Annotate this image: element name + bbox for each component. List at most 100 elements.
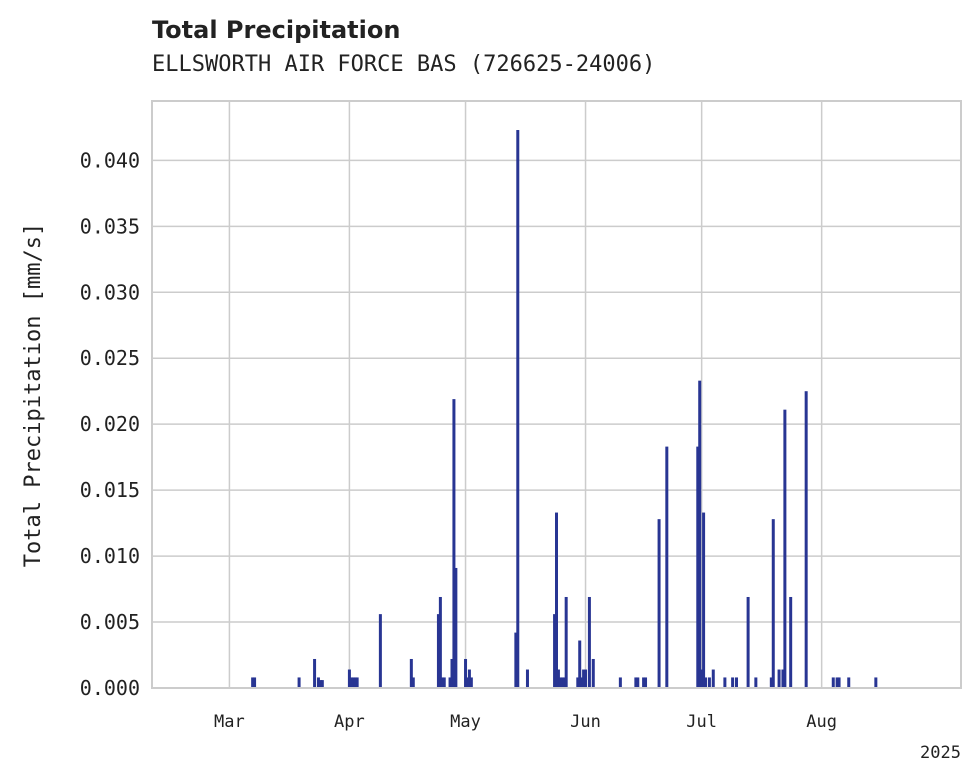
precipitation-bar (781, 669, 785, 688)
precipitation-bar (355, 677, 359, 688)
precipitation-bars (251, 130, 878, 689)
precipitation-bar (591, 658, 595, 688)
precipitation-bar (378, 614, 382, 688)
x-tick-label: May (450, 712, 481, 732)
precipitation-bar (564, 596, 568, 688)
precipitation-bar (804, 391, 808, 688)
x-axis-ticks: Mar Apr May Jun Jul Aug (214, 712, 837, 732)
precipitation-bar (754, 677, 758, 688)
precipitation-bar (442, 677, 446, 688)
precipitation-bar (618, 677, 622, 688)
precipitation-bar (452, 399, 456, 688)
precipitation-bar (702, 512, 706, 688)
precipitation-bar (731, 677, 735, 688)
precipitation-bar (349, 677, 353, 688)
precipitation-bar (636, 677, 640, 688)
precipitation-bar (467, 669, 471, 688)
x-offset-label: 2025 (920, 743, 961, 763)
grid-lines (152, 101, 961, 689)
precipitation-bar (582, 669, 586, 688)
precipitation-bar (316, 677, 320, 688)
precipitation-bar (704, 677, 708, 688)
y-tick-label: 0.035 (80, 214, 140, 238)
y-tick-label: 0.010 (80, 544, 140, 568)
precipitation-bar (514, 632, 518, 688)
x-tick-label: Apr (334, 712, 365, 732)
precipitation-bar (320, 680, 324, 688)
precipitation-bar (847, 677, 851, 688)
precipitation-bar (465, 677, 469, 688)
precipitation-bar (634, 677, 638, 688)
precipitation-bar (251, 677, 255, 688)
y-tick-label: 0.000 (80, 676, 140, 700)
precipitation-bar (831, 677, 835, 688)
precipitation-bar (580, 677, 584, 688)
precipitation-bar (769, 677, 773, 688)
x-tick-label: Aug (806, 712, 837, 732)
precipitation-bar (584, 669, 588, 688)
precipitation-bar (874, 677, 878, 688)
precipitation-bar (347, 669, 351, 688)
precipitation-bar (560, 677, 564, 688)
precipitation-bar (696, 446, 700, 688)
precipitation-bar (783, 409, 787, 688)
precipitation-bar (578, 640, 582, 688)
precipitation-bar (558, 677, 562, 688)
precipitation-bar (440, 677, 444, 688)
precipitation-bar (353, 677, 357, 688)
precipitation-bar (835, 677, 839, 688)
precipitation-bar (438, 596, 442, 688)
precipitation-bar (448, 677, 452, 688)
precipitation-bar (516, 130, 520, 689)
precipitation-bar (771, 519, 775, 688)
precipitation-bar (555, 512, 558, 688)
precipitation-bar (777, 669, 781, 688)
precipitation-bar (409, 658, 413, 688)
x-tick-label: Jun (570, 712, 601, 732)
y-tick-label: 0.040 (80, 148, 140, 172)
chart-title: Total Precipitation (152, 16, 401, 44)
precipitation-bar (576, 677, 580, 688)
y-tick-label: 0.025 (80, 346, 140, 370)
y-tick-label: 0.005 (80, 610, 140, 634)
precipitation-bar (644, 677, 648, 688)
precipitation-bar (698, 380, 702, 688)
precipitation-bar (711, 669, 715, 688)
precipitation-bar (789, 596, 793, 688)
precipitation-bar (351, 677, 355, 688)
plot-frame (151, 100, 962, 689)
precipitation-bar (587, 596, 591, 688)
precipitation-bar (562, 677, 566, 688)
precipitation-bar (553, 614, 557, 688)
y-tick-label: 0.030 (80, 280, 140, 304)
precipitation-bar (318, 680, 322, 688)
precipitation-bar (411, 677, 415, 688)
precipitation-bar (707, 677, 711, 688)
precipitation-bar (464, 658, 468, 688)
precipitation-bar (665, 446, 669, 688)
y-tick-label: 0.020 (80, 412, 140, 436)
chart-subtitle: ELLSWORTH AIR FORCE BAS (726625-24006) (152, 52, 656, 77)
y-axis-ticks: 0.000 0.005 0.010 0.015 0.020 0.025 0.030 0.035… (80, 148, 140, 700)
precipitation-bar (837, 677, 841, 688)
precipitation-bar (454, 567, 458, 688)
precipitation-bar (469, 677, 473, 688)
precipitation-bar (436, 614, 440, 688)
precipitation-bar (525, 669, 529, 688)
precipitation-bar (297, 677, 301, 688)
y-tick-label: 0.015 (80, 478, 140, 502)
precipitation-bar (723, 677, 727, 688)
precipitation-bar (700, 669, 704, 688)
precipitation-bar (313, 658, 317, 688)
precipitation-bar (642, 677, 646, 688)
y-axis-label: Total Precipitation [mm/s] (21, 223, 46, 567)
precipitation-bar (734, 677, 738, 688)
precipitation-bar (253, 677, 257, 688)
precipitation-bar (746, 596, 750, 688)
x-tick-label: Jul (686, 712, 717, 732)
precipitation-bar (657, 519, 661, 688)
x-tick-label: Mar (214, 712, 245, 732)
precipitation-bar (556, 669, 560, 688)
precipitation-bar (450, 658, 454, 688)
